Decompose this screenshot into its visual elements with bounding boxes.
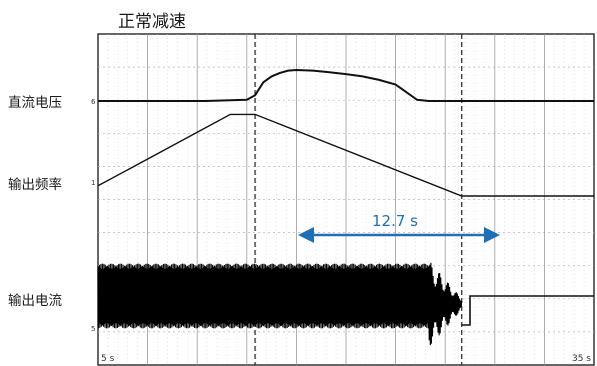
channel-marker-output-current: 5 <box>91 325 95 333</box>
traces <box>97 68 594 346</box>
channel-label-dc-voltage: 直流电压 <box>8 95 62 111</box>
duration-label: 12.7 s <box>372 212 418 230</box>
series-line-output-current-settle <box>461 295 594 326</box>
channel-marker-output-frequency: 1 <box>91 179 95 187</box>
duration-arrow: 12.7 s <box>298 212 500 243</box>
x-tick-label-start: 5 s <box>101 354 115 364</box>
duration-arrow-right-head <box>484 227 500 243</box>
series-line-output-current <box>97 262 463 346</box>
series-line-output-frequency <box>97 113 594 197</box>
channel-label-output-frequency: 输出频率 <box>8 176 62 193</box>
duration-arrow-left-head <box>298 227 314 243</box>
series-line-dc-voltage <box>98 68 594 102</box>
x-tick-label-end: 35 s <box>572 354 591 364</box>
channel-label-output-current: 输出电流 <box>8 293 62 309</box>
channel-marker-dc-voltage: 6 <box>91 98 96 106</box>
chart-title: 正常减速 <box>118 12 186 32</box>
